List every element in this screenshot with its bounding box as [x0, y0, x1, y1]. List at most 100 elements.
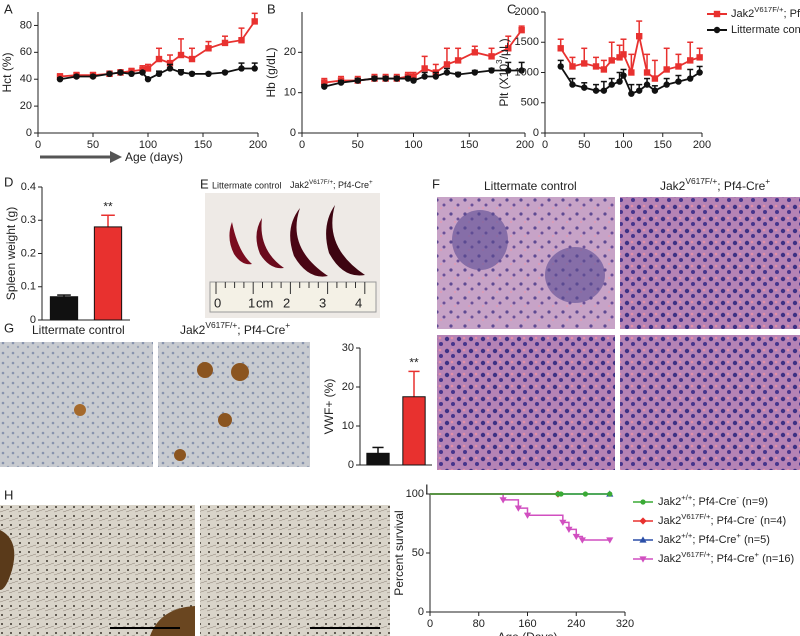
legend-label-part: V617F/+ [681, 512, 711, 521]
marker [569, 81, 576, 88]
legend-label-part: ; Pf4-Cre [692, 534, 736, 546]
marker [371, 75, 378, 82]
spleen [229, 222, 252, 265]
marker [696, 69, 703, 76]
legend-label-part: V617F/+ [681, 550, 711, 559]
marker [56, 76, 64, 83]
tissue-fold [0, 530, 15, 590]
y-tick-label: 10 [342, 420, 354, 432]
marker [471, 69, 479, 76]
x-tick-label: 200 [516, 139, 534, 151]
x-tick-label: 100 [404, 139, 422, 151]
ruler-label: 0 [214, 295, 221, 310]
panel-label: E [200, 176, 209, 191]
y-tick-label: 30 [342, 342, 354, 354]
y-tick-label: 40 [20, 73, 32, 85]
caption-part: ; Pf4-Cre [333, 180, 369, 190]
legend-marker [639, 556, 647, 563]
marker [687, 57, 694, 64]
survival-line [430, 493, 610, 541]
marker [106, 70, 113, 78]
series-line [324, 69, 522, 88]
y-tick-label: 100 [406, 488, 424, 500]
legend-label: Jak2V617F/+; Pf4-Cre+ (n=16) [658, 550, 794, 565]
caption-part: Jak2 [180, 323, 206, 337]
series-line [559, 65, 701, 95]
marker [581, 60, 588, 67]
legend-label-part: - [736, 493, 739, 502]
panel-label: G [4, 320, 14, 335]
caption-part: ; Pf4-Cre [237, 323, 285, 337]
marker [620, 51, 627, 58]
legend-label-part: ; Pf4-Cre [692, 496, 736, 508]
marker [354, 77, 361, 84]
y-axis-label-part: Plt (X10 [497, 64, 511, 107]
marker [404, 75, 412, 82]
legend-marker [640, 499, 646, 505]
ruler-label: 1 [248, 295, 255, 310]
y-tick-label: 1500 [515, 36, 539, 48]
marker [251, 18, 258, 25]
y-tick-label: 0 [26, 127, 32, 139]
x-tick-label: 80 [473, 618, 485, 630]
marker [518, 26, 525, 34]
marker [616, 54, 623, 61]
x-tick-label: 320 [616, 618, 634, 630]
marker [432, 73, 439, 80]
marker [636, 87, 643, 94]
histology-region [452, 210, 508, 270]
legend-marker [713, 26, 721, 34]
series-line [59, 67, 255, 81]
marker [89, 73, 97, 80]
panel-label: I [425, 481, 429, 496]
x-tick-label: 100 [614, 139, 632, 151]
significance: ** [409, 356, 419, 370]
histology-image [620, 197, 800, 329]
legend-label-part: ; Pf4-Cre [784, 8, 800, 20]
marker [238, 37, 245, 44]
legend-marker [639, 536, 647, 543]
bar [402, 396, 426, 466]
marker [73, 73, 80, 80]
marker [675, 78, 682, 85]
marker [557, 45, 564, 52]
x-tick-label: 150 [654, 139, 672, 151]
spleen [290, 208, 328, 277]
marker [144, 65, 152, 72]
legend-label: Jak2V617F/+; Pf4-Cre- (n=4) [658, 512, 786, 527]
histology-image [620, 335, 800, 470]
x-tick-label: 50 [352, 139, 364, 151]
marker [558, 491, 564, 497]
marker [600, 87, 608, 94]
x-axis-label: Age (Days) [497, 630, 557, 636]
marker [578, 537, 586, 544]
legend-marker [713, 10, 721, 18]
marker [421, 73, 428, 80]
y-tick-label: 0 [348, 459, 354, 471]
caption-part: + [285, 320, 290, 330]
series-line [559, 36, 700, 80]
marker [608, 81, 615, 88]
legend-label: Jak2V617F/+; Pf4-Cre+ [731, 5, 800, 20]
ihc-stain [74, 404, 86, 416]
marker [471, 49, 479, 56]
x-tick-label: 100 [139, 139, 157, 151]
histology-image [437, 335, 615, 470]
marker [188, 55, 196, 63]
x-tick-label: 150 [460, 139, 478, 151]
legend-label-part: (n=5) [741, 534, 770, 546]
y-tick-label: 80 [20, 19, 32, 31]
marker [155, 70, 163, 78]
marker [592, 63, 600, 70]
bar [93, 226, 123, 321]
marker [559, 519, 567, 526]
marker [663, 81, 670, 88]
marker [410, 73, 417, 80]
marker [454, 71, 462, 78]
x-tick-label: 0 [542, 139, 548, 151]
marker [581, 84, 588, 91]
y-axis-label-part: 3 [494, 59, 504, 64]
marker [663, 66, 670, 73]
legend-label-part: + [755, 550, 760, 559]
y-axis-label: Hb (g/dL) [264, 47, 278, 97]
